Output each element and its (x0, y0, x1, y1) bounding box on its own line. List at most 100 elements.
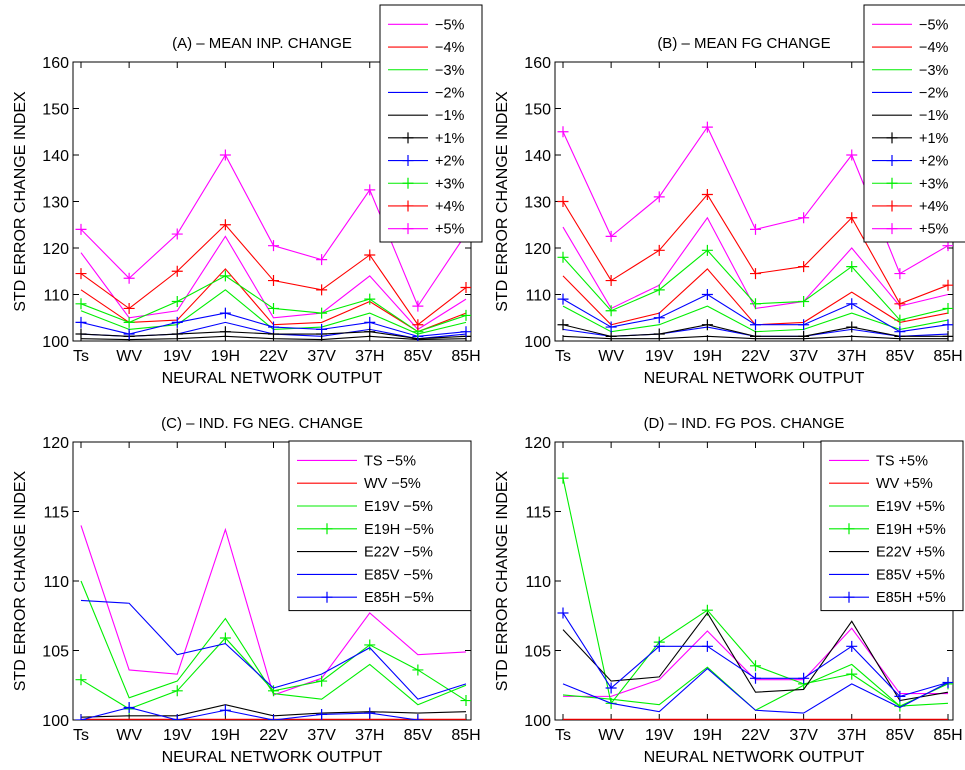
panel-a-series-9-point (219, 149, 231, 161)
panel-a-series-7-point (219, 270, 231, 282)
panel-b-legend-box (863, 4, 965, 243)
panel-a-series-8-point (364, 249, 376, 261)
panel-b-series-7-point (798, 295, 810, 307)
panel-a-legend-label-0: −5% (435, 17, 465, 33)
panel-a-y-axis-label: STD ERROR CHANGE INDEX (12, 91, 29, 312)
panel-b-y-axis-label: STD ERROR CHANGE INDEX (494, 91, 511, 312)
panel-d-legend-label-2: E19V +5% (876, 499, 945, 515)
panel-d-series-3-point (750, 660, 761, 672)
panel-b-series-9-point (750, 223, 761, 235)
panel-a-series-6-point (219, 307, 231, 319)
panel-a-series-7-point (364, 293, 376, 305)
panel-d-legend-label-0: TS +5% (876, 453, 928, 469)
panel-c-series-6-point (268, 714, 279, 720)
panel-a-series-5-point (219, 326, 231, 338)
panel-b-series-6-point (894, 326, 906, 338)
panel-a-series-6-point (123, 328, 135, 340)
panel-c-legend-label-4: E22V −5% (364, 545, 433, 561)
panel-b-legend-marker-8 (886, 200, 898, 212)
panel-b-y-tick-label: 120 (524, 241, 551, 258)
panel-a-series-6-point (460, 326, 471, 338)
panel-a-series-8-point (171, 265, 183, 277)
panel-c-y-tick-label: 100 (42, 713, 69, 730)
panel-a-series-6-point (364, 316, 376, 328)
panel-b-series-5-point (653, 328, 665, 340)
panel-a-series-7-point (460, 309, 471, 321)
panel-b-series-8-point (557, 196, 569, 207)
panel-c-series-3-point (412, 664, 424, 676)
panel-a-legend-box (379, 4, 483, 243)
panel-a-x-tick-label: 37H (355, 348, 384, 365)
panel-a-series-9-point (75, 223, 87, 235)
panel-d-x-tick-label: 37H (837, 727, 866, 744)
panel-a-series-5-point (75, 328, 87, 340)
panel-b-legend-label-5: +1% (919, 131, 949, 147)
panel-a-series-9-point (364, 184, 376, 196)
panel-c-series-line-5 (80, 599, 467, 700)
panel-b-series-8-point (653, 244, 665, 256)
panel-b-series-8-point (942, 279, 953, 291)
panel-d-legend-label-1: WV +5% (876, 476, 933, 492)
panel-a-y-tick-label: 100 (42, 334, 69, 351)
panel-b-series-7-point (942, 302, 953, 314)
panel-a-legend-label-7: +3% (435, 176, 465, 192)
panel-c-series-3-point (171, 685, 183, 697)
panel-b-x-axis-label: NEURAL NETWORK OUTPUT (644, 370, 865, 387)
panel-b-y-tick-label: 160 (524, 55, 551, 72)
panel-d-x-tick-label: Ts (555, 727, 571, 744)
panel-d-x-tick-label: 19H (693, 727, 722, 744)
panel-c-series-6-point (123, 701, 135, 713)
panel-d-x-tick-label: 85H (933, 727, 962, 744)
panel-c-x-tick-label: 19V (163, 727, 192, 744)
panel-b-series-5-point (701, 319, 713, 331)
panel-d-legend-label-3: E19H +5% (876, 522, 946, 538)
panel-b-legend-label-0: −5% (919, 17, 949, 33)
panel-b-series-5-point (942, 330, 953, 341)
panel-a-series-6-point (316, 323, 328, 335)
panel-d-y-axis-label: STD ERROR CHANGE INDEX (494, 470, 511, 691)
panel-a-series-9-point (268, 240, 279, 252)
panel-d-y-tick-label: 110 (525, 574, 551, 591)
panel-a-x-tick-label: 19V (163, 348, 192, 365)
panel-b-x-tick-label: 85V (886, 348, 915, 365)
panel-c-series-3-point (364, 639, 376, 651)
panel-d-series-6-point (942, 676, 953, 688)
panel-c-title: (C) – IND. FG NEG. CHANGE (161, 415, 363, 432)
panel-a-legend-marker-5 (402, 132, 414, 144)
panel-b-series-5-point (798, 330, 810, 341)
panel-b-series-7-point (653, 284, 665, 296)
panel-b-series-line-7 (562, 249, 949, 321)
panel-c-x-tick-label: Ts (73, 727, 89, 744)
panel-c-legend-marker-3 (321, 523, 333, 535)
panel-a-legend-label-3: −2% (435, 85, 465, 101)
panel-c-y-tick-label: 110 (43, 574, 69, 591)
panel-d-legend-box (820, 440, 964, 612)
panel-c-series-3-point (219, 632, 231, 644)
panel-c-legend-label-2: E19V −5% (364, 499, 433, 515)
panel-a-legend-marker-6 (402, 155, 414, 167)
panel-c-series-3-point (460, 695, 471, 707)
panel-a-series-8-point (123, 302, 135, 314)
panel-a-legend-marker-8 (402, 200, 414, 212)
panel-d-series-line-5 (562, 667, 949, 714)
panel-b-legend-label-8: +4% (919, 199, 949, 215)
panel-a-series-5-point (364, 326, 376, 338)
panel-b-series-8-point (798, 261, 810, 273)
panel-b-series-8-point (605, 275, 617, 287)
panel-d-series-6-point (846, 640, 858, 652)
panel-b-legend: −5% −4% −3% −2% −1% +1% +2% +3% +4% +5% (863, 4, 965, 243)
panel-b-x-tick-label: 19H (693, 348, 722, 365)
panel-c-legend-label-0: TS −5% (364, 453, 416, 469)
panel-b-series-7-point (894, 314, 906, 326)
panel-a-x-tick-label: 85H (451, 348, 480, 365)
panel-b-series-6-point (701, 289, 713, 300)
panel-a-series-6-point (268, 321, 279, 333)
panel-a-legend-label-1: −4% (435, 40, 465, 56)
panel-a-x-tick-label: 37V (307, 348, 336, 365)
panel-b-legend-label-1: −4% (919, 40, 949, 56)
panel-c-series-6-point (75, 714, 87, 720)
panel-d-y-tick-label: 100 (524, 713, 551, 730)
panel-a-series-8-point (75, 268, 87, 280)
panel-c-x-axis-label: NEURAL NETWORK OUTPUT (162, 749, 383, 766)
panel-d-series-6-point (798, 672, 810, 684)
